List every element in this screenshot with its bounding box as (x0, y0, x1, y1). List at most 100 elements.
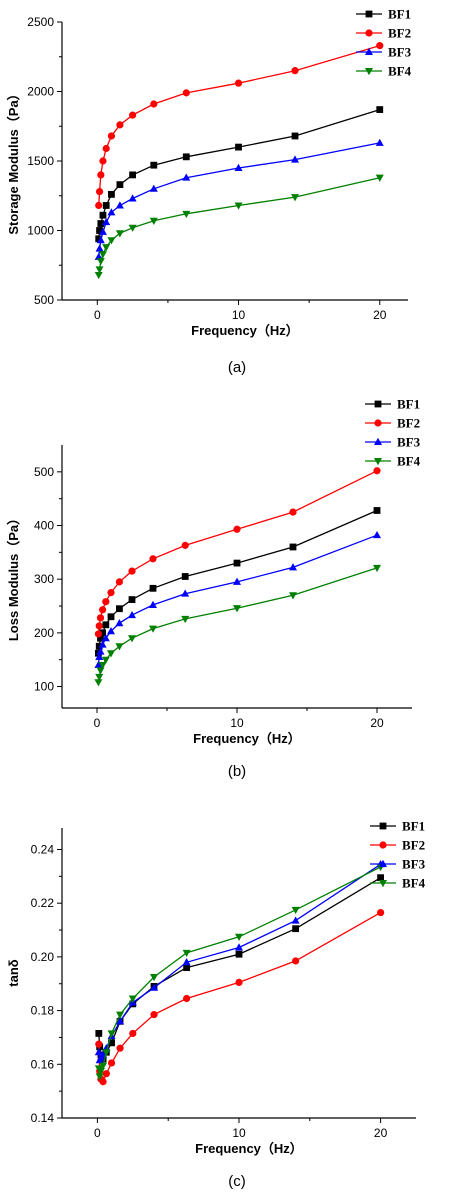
data-point-bf4 (101, 656, 110, 664)
data-point-bf3 (94, 660, 103, 669)
data-point-bf4 (235, 933, 243, 941)
y-axis-title: tanδ (6, 959, 21, 987)
series-bf4 (94, 564, 381, 687)
data-point-bf1 (102, 202, 110, 209)
data-point-bf3 (149, 600, 157, 608)
data-point-bf2 (116, 121, 124, 129)
y-tick-label: 2000 (27, 85, 54, 99)
legend-label-bf2: BF2 (402, 838, 425, 853)
data-point-bf2 (99, 157, 107, 165)
y-tick-label: 0.16 (31, 1057, 55, 1071)
data-point-bf3 (115, 201, 124, 209)
data-point-bf2 (150, 1011, 158, 1019)
data-point-bf3 (107, 208, 116, 216)
data-point-bf2 (377, 908, 385, 917)
x-tick-label: 0 (94, 1126, 101, 1140)
series-bf3 (94, 530, 381, 669)
x-axis-title: Frequency（Hz） (191, 323, 299, 338)
data-point-bf2 (234, 79, 243, 87)
data-point-bf1 (107, 613, 115, 621)
data-point-bf4 (149, 217, 158, 225)
data-point-bf3 (98, 640, 107, 648)
data-point-bf2 (102, 144, 110, 153)
series-bf3 (94, 860, 385, 1064)
data-point-bf4 (107, 650, 115, 658)
series-bf1 (95, 874, 384, 1063)
data-point-bf4 (98, 251, 107, 259)
data-point-bf3 (182, 173, 191, 181)
data-point-bf2 (95, 622, 103, 630)
series-bf1 (95, 106, 384, 243)
data-point-bf3 (375, 138, 384, 146)
data-point-bf1 (291, 132, 299, 140)
data-point-bf1 (95, 1030, 103, 1037)
data-point-bf2 (235, 978, 243, 986)
data-point-bf1 (97, 220, 105, 227)
data-point-bf2 (128, 567, 136, 575)
data-point-bf4 (128, 635, 136, 643)
series-line-bf4 (98, 177, 380, 276)
data-point-bf1 (116, 181, 124, 189)
legend-marker-bf2 (365, 29, 373, 37)
series-line-bf4 (98, 866, 381, 1077)
y-tick-label: 500 (34, 465, 54, 479)
data-point-bf4 (234, 202, 243, 210)
data-point-bf4 (95, 1073, 104, 1081)
series-bf2 (94, 467, 381, 638)
series-bf4 (94, 174, 384, 280)
data-point-bf4 (107, 1030, 116, 1038)
data-point-bf1 (292, 925, 300, 933)
data-point-bf4 (289, 592, 297, 600)
legend-label-bf2: BF2 (397, 416, 420, 431)
legend-marker-bf4 (379, 880, 387, 888)
data-point-bf1 (149, 584, 157, 592)
data-point-bf4 (94, 679, 103, 687)
y-tick-label: 1000 (27, 224, 54, 238)
data-point-bf2 (102, 598, 110, 606)
data-point-bf4 (95, 266, 104, 274)
data-point-bf3 (181, 589, 190, 597)
x-tick-label: 10 (230, 716, 244, 730)
series-line-bf2 (98, 44, 380, 206)
data-point-bf4 (128, 995, 137, 1003)
data-point-bf3 (128, 610, 136, 619)
data-point-bf2 (95, 187, 104, 196)
data-point-bf3 (291, 155, 300, 163)
legend-marker-bf3 (374, 437, 382, 445)
data-point-bf3 (149, 184, 158, 192)
data-point-bf3 (94, 1048, 103, 1056)
legend: BF1 BF2 BF3 BF4 (365, 397, 421, 469)
data-point-bf4 (115, 643, 124, 651)
data-point-bf4 (182, 210, 191, 219)
data-point-bf3 (115, 618, 124, 627)
panel-caption: (a) (228, 359, 246, 376)
data-point-bf2 (289, 508, 297, 516)
x-tick-label: 20 (374, 1126, 388, 1140)
data-point-bf4 (375, 174, 384, 182)
legend-marker-bf1 (379, 822, 387, 830)
chart-panel-c: 0 10 20 0.14 0.16 0.18 0.20 0.22 0.24 Frequency（H… (6, 819, 426, 1191)
data-point-bf2 (181, 541, 189, 549)
legend-marker-bf4 (365, 68, 373, 76)
data-point-bf1 (181, 573, 189, 580)
data-point-bf2 (99, 606, 107, 614)
data-point-bf4 (94, 271, 103, 280)
series-line-bf1 (98, 108, 380, 239)
data-point-bf2 (182, 89, 190, 97)
legend-marker-bf4 (374, 458, 382, 466)
legend-marker-bf3 (365, 47, 373, 55)
x-tick-label: 20 (370, 716, 384, 730)
x-tick-label: 0 (94, 716, 101, 730)
data-point-bf4 (115, 230, 124, 238)
y-tick-label: 400 (34, 519, 54, 533)
series-line-bf3 (98, 142, 380, 257)
data-point-bf4 (128, 224, 137, 232)
data-point-bf4 (291, 906, 300, 915)
data-point-bf1 (377, 874, 384, 882)
data-point-bf2 (116, 1044, 124, 1052)
data-point-bf3 (96, 236, 105, 244)
data-point-bf2 (292, 957, 300, 965)
y-tick-label: 0.18 (31, 1004, 55, 1018)
data-point-bf1 (129, 171, 137, 179)
series-line-bf3 (98, 863, 381, 1063)
